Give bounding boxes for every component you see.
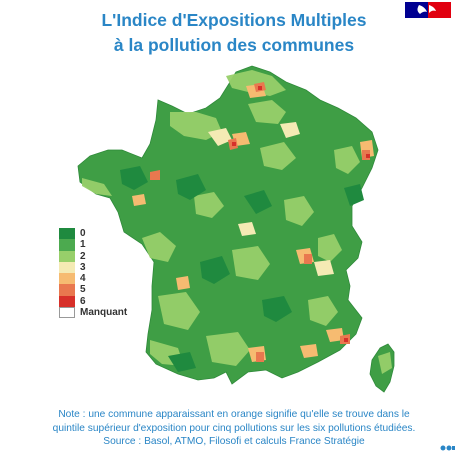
legend-label-1: 1 — [80, 239, 86, 251]
legend-item-3: 3 — [59, 261, 127, 274]
legend-label-2: 2 — [80, 250, 86, 262]
legend-item-6: 6 — [59, 295, 127, 308]
note-line-1: Note : une commune apparaissant en orang… — [58, 409, 410, 420]
legend-swatch-6 — [59, 295, 75, 308]
source-line: Source : Basol, ATMO, Filosofi et calcul… — [103, 436, 365, 447]
legend-label-3: 3 — [80, 261, 86, 273]
legend-label-6: 6 — [80, 295, 86, 307]
accessibility-icons — [440, 441, 456, 453]
note-block: Note : une commune apparaissant en orang… — [0, 408, 468, 449]
legend-swatch-0 — [59, 228, 75, 240]
legend-item-5: 5 — [59, 284, 127, 296]
yellow-zones — [208, 122, 334, 276]
legend-swatch-5 — [59, 284, 75, 296]
legend-swatch-4 — [59, 273, 75, 285]
light-green-zones — [82, 70, 392, 374]
legend-label-missing: Manquant — [80, 307, 128, 319]
mainland-france — [77, 65, 379, 385]
legend-swatch-2 — [59, 250, 75, 262]
legend-item-2: 2 — [59, 250, 127, 262]
legend-label-5: 5 — [80, 284, 86, 296]
legend: 0 1 2 3 4 5 6 Manquant — [59, 228, 128, 319]
title-line-1: L'Indice d'Expositions Multiples — [101, 10, 367, 30]
french-republic-logo — [405, 2, 451, 18]
legend-swatch-missing — [59, 307, 75, 319]
dark-green-zones — [120, 166, 364, 372]
legend-item-4: 4 — [59, 273, 127, 285]
legend-item-missing: Manquant — [59, 307, 128, 319]
note-line-2: quintile supérieur d'exposition pour cin… — [52, 422, 416, 434]
legend-swatch-1 — [59, 239, 75, 251]
deep-red-zones — [232, 86, 370, 342]
legend-label-0: 0 — [80, 228, 86, 239]
legend-swatch-3 — [59, 261, 75, 274]
legend-label-4: 4 — [80, 273, 86, 285]
legend-item-0: 0 — [59, 228, 127, 240]
legend-item-1: 1 — [59, 239, 127, 251]
title-line-2: à la pollution des communes — [113, 35, 355, 55]
map-title: L'Indice d'Expositions Multiples à la po… — [0, 8, 468, 58]
